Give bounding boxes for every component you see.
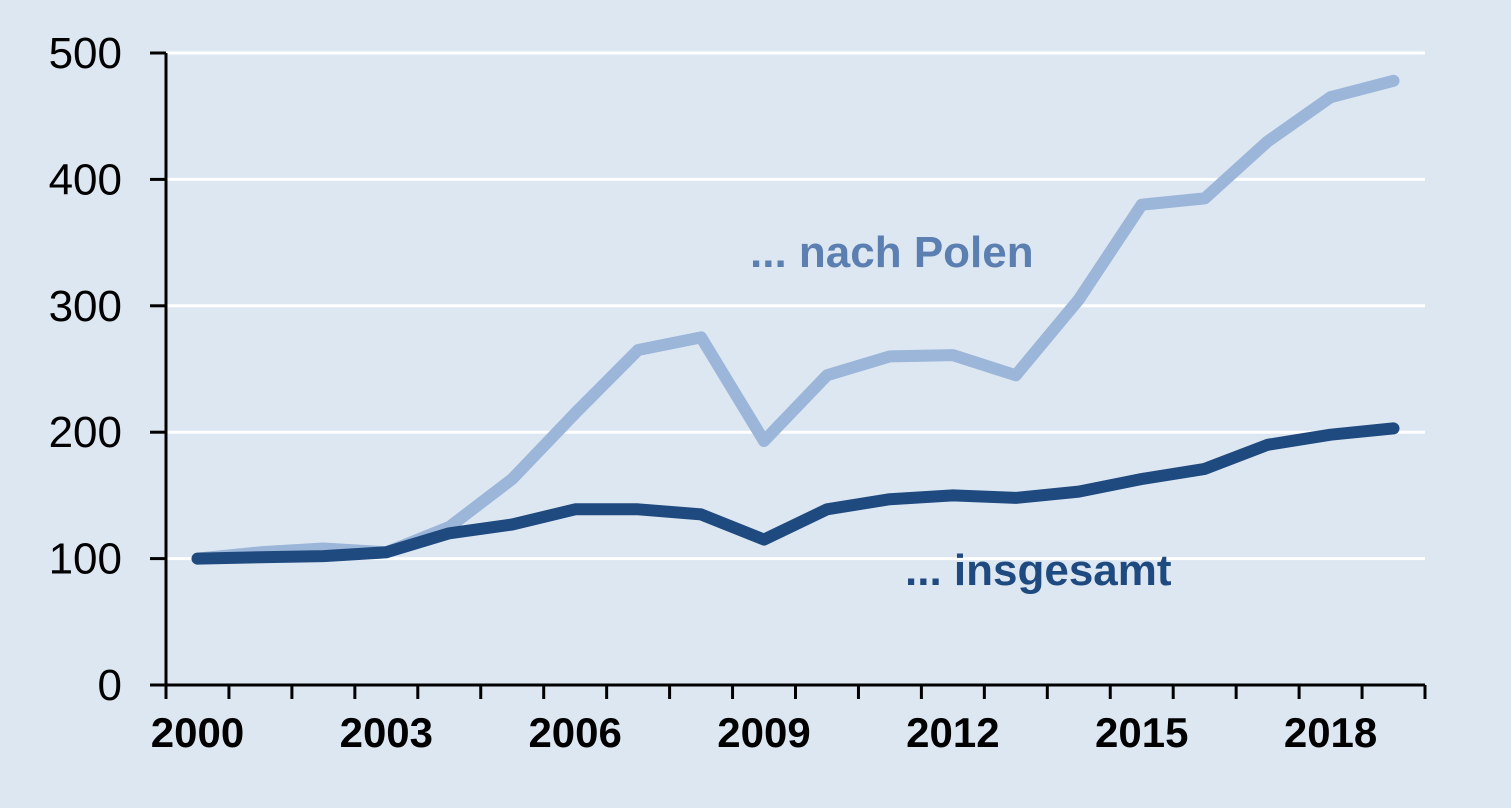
x-tick-label-2000: 2000: [151, 709, 244, 756]
x-tick-labels: 2000 2003 2006 2009 2012 2015 2018: [151, 709, 1378, 756]
y-tick-labels: 0 100 200 300 400 500: [49, 29, 122, 710]
series-labels: ... nach Polen ... insgesamt: [750, 228, 1172, 595]
series-line-1: [191, 422, 1400, 565]
series-label-0: ... nach Polen: [750, 228, 1034, 277]
y-tick-label-500: 500: [49, 29, 122, 78]
x-tick-label-2012: 2012: [906, 709, 999, 756]
y-tick-label-200: 200: [49, 408, 122, 457]
y-tick-label-300: 300: [49, 282, 122, 331]
series-line-0: [191, 74, 1400, 565]
x-tick-label-2009: 2009: [717, 709, 810, 756]
gridlines: [166, 51, 1425, 561]
x-tick-label-2003: 2003: [340, 709, 433, 756]
series-lines: [191, 74, 1400, 565]
x-tick-label-2018: 2018: [1284, 709, 1377, 756]
x-tick-label-2015: 2015: [1095, 709, 1188, 756]
y-tick-label-400: 400: [49, 155, 122, 204]
axes: [150, 51, 1427, 699]
y-tick-label-100: 100: [49, 535, 122, 584]
y-tick-label-0: 0: [98, 661, 122, 710]
x-tick-label-2006: 2006: [528, 709, 621, 756]
series-label-1: ... insgesamt: [905, 546, 1172, 595]
